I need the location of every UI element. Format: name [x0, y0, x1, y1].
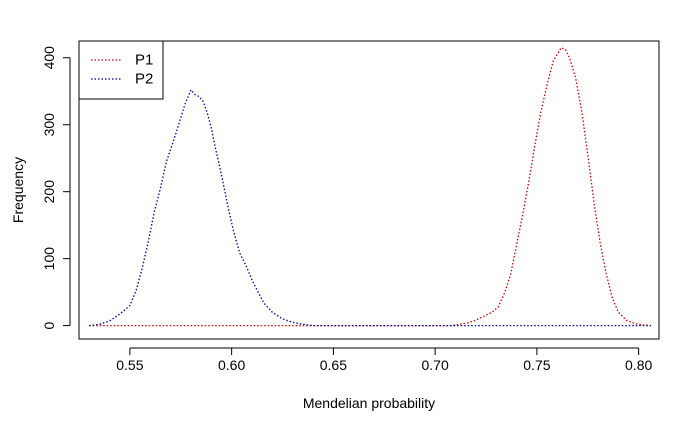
plot-frame [78, 40, 660, 340]
y-tick-label: 0 [41, 322, 57, 330]
y-tick-label: 300 [41, 113, 57, 137]
series-layer [89, 46, 651, 327]
x-tick-label: 0.55 [116, 357, 143, 373]
legend-box [78, 40, 164, 100]
y-tick-label: 400 [41, 46, 57, 70]
x-tick-label: 0.70 [422, 357, 449, 373]
y-tick-label: 100 [41, 247, 57, 271]
x-tick-label: 0.60 [218, 357, 245, 373]
series-line-p2 [89, 88, 651, 327]
legend-label-p2: P2 [135, 71, 153, 88]
x-axis-title: Mendelian probability [303, 395, 435, 411]
x-axis: 0.55 0.60 0.65 0.70 0.75 0.80 [116, 347, 652, 373]
y-axis: 0 100 200 300 400 [41, 46, 71, 330]
series-line-p1 [89, 46, 651, 327]
x-tick-label: 0.65 [320, 357, 347, 373]
legend-label-p1: P1 [135, 52, 153, 69]
legend: P1 P2 [78, 40, 164, 100]
x-tick-label: 0.80 [625, 357, 652, 373]
x-tick-label: 0.75 [523, 357, 550, 373]
y-tick-label: 200 [41, 180, 57, 204]
y-axis-title: Frequency [10, 157, 26, 223]
